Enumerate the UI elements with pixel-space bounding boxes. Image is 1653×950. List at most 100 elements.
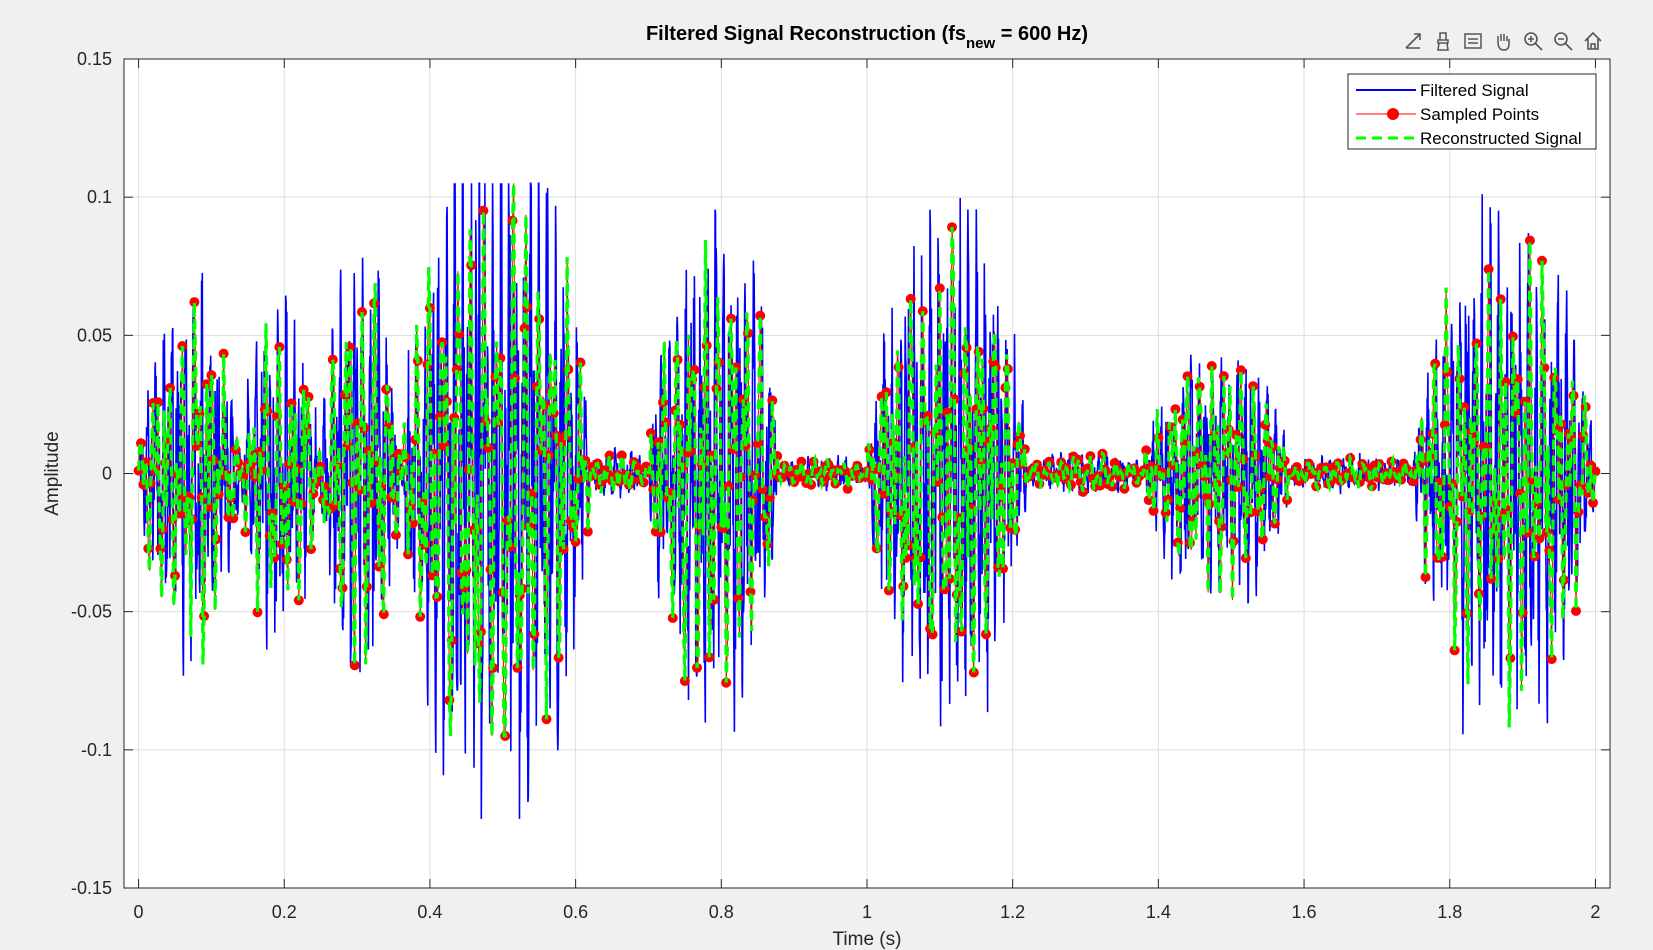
sampled-point bbox=[755, 310, 766, 321]
sampled-point bbox=[757, 484, 768, 495]
sampled-point bbox=[434, 411, 445, 422]
sampled-point bbox=[153, 397, 163, 408]
sampled-point bbox=[1571, 606, 1581, 616]
zoom-out-icon bbox=[1554, 32, 1573, 51]
chart-title: Filtered Signal Reconstruction (fsnew = … bbox=[646, 23, 1088, 52]
legend-label: Sampled Points bbox=[1420, 105, 1539, 124]
legend-label: Reconstructed Signal bbox=[1420, 129, 1582, 148]
sampled-point bbox=[1182, 371, 1193, 382]
sampled-point bbox=[1588, 497, 1598, 508]
sampled-point bbox=[1420, 572, 1431, 583]
sampled-point bbox=[206, 370, 217, 381]
sampled-point bbox=[378, 609, 389, 620]
y-tick-label: 0 bbox=[102, 464, 112, 484]
sampled-point bbox=[1235, 365, 1246, 376]
ticks: 0 0.2 0.4 0.6 0.8 1 1.2 1.4 1.6 1.8 2 -0.15 -0.1 -0.0… bbox=[71, 49, 1610, 922]
sampled-point bbox=[1194, 381, 1205, 392]
zoom-out-button[interactable] bbox=[1550, 28, 1576, 54]
sampled-point bbox=[745, 586, 756, 597]
datatip-button[interactable] bbox=[1460, 28, 1486, 54]
sampled-point bbox=[645, 428, 656, 439]
x-tick-label: 0 bbox=[134, 902, 144, 922]
chart-title-subscript: new bbox=[966, 35, 996, 52]
home-button[interactable] bbox=[1580, 28, 1606, 54]
y-tick-label: 0.05 bbox=[77, 325, 112, 345]
x-tick-label: 1 bbox=[862, 902, 872, 922]
legend: Filtered Signal Sampled Points Reconstruct… bbox=[1347, 73, 1597, 150]
legend-label: Filtered Signal bbox=[1420, 81, 1529, 100]
sampled-point bbox=[349, 660, 360, 671]
reconstructed-signal-line bbox=[137, 183, 1597, 738]
x-tick-label: 0.2 bbox=[272, 902, 297, 922]
sampled-point bbox=[796, 456, 807, 467]
zoom-in-icon bbox=[1524, 32, 1543, 51]
x-tick-label: 1.4 bbox=[1146, 902, 1171, 922]
sampled-point bbox=[570, 536, 581, 547]
plot-area bbox=[133, 182, 1601, 819]
sampled-point bbox=[1534, 533, 1545, 544]
pan-hand-icon bbox=[1497, 34, 1510, 51]
sampled-point bbox=[390, 530, 401, 540]
sampled-point bbox=[905, 293, 916, 304]
x-tick-label: 1.2 bbox=[1000, 902, 1025, 922]
sampled-point bbox=[218, 348, 229, 359]
x-tick-label: 0.4 bbox=[417, 902, 442, 922]
x-tick-label: 1.8 bbox=[1437, 902, 1462, 922]
sampled-point bbox=[922, 410, 933, 421]
brush-icon bbox=[1437, 32, 1449, 51]
y-tick-label: -0.05 bbox=[71, 602, 112, 622]
y-tick-label: -0.15 bbox=[71, 878, 112, 898]
y-tick-label: -0.1 bbox=[81, 740, 112, 760]
y-tick-label: 0.1 bbox=[87, 187, 112, 207]
chart-title-tail: = 600 Hz) bbox=[995, 23, 1088, 45]
sampled-point bbox=[1160, 507, 1171, 518]
sampled-point bbox=[1148, 505, 1159, 516]
y-tick-label: 0.15 bbox=[77, 49, 112, 69]
sampled-point bbox=[286, 398, 297, 409]
sampled-point bbox=[842, 483, 853, 494]
x-tick-label: 2 bbox=[1590, 902, 1600, 922]
sampled-point bbox=[604, 450, 615, 461]
zoom-in-button[interactable] bbox=[1520, 28, 1546, 54]
home-icon bbox=[1584, 31, 1602, 50]
export-button[interactable] bbox=[1400, 28, 1426, 54]
sampled-point bbox=[927, 629, 938, 640]
sampled-point bbox=[764, 492, 775, 503]
sampled-point bbox=[174, 508, 185, 519]
y-axis-label: Amplitude bbox=[42, 431, 63, 516]
export-icon bbox=[1405, 33, 1421, 49]
sampled-point bbox=[1170, 404, 1181, 415]
sampled-point bbox=[1459, 402, 1470, 413]
sampled-point bbox=[303, 391, 314, 402]
sampled-point bbox=[1143, 495, 1154, 506]
sampled-point bbox=[1524, 235, 1535, 246]
x-tick-label: 0.8 bbox=[709, 902, 734, 922]
figure-toolbar bbox=[1400, 28, 1606, 54]
sampled-point bbox=[752, 439, 763, 450]
sampled-point bbox=[478, 205, 489, 216]
sampled-point bbox=[679, 676, 690, 686]
datatip-icon bbox=[1464, 33, 1482, 49]
sampled-point bbox=[1590, 466, 1601, 477]
sampled-point bbox=[252, 607, 263, 618]
x-tick-label: 1.6 bbox=[1292, 902, 1317, 922]
sampled-point bbox=[616, 450, 627, 461]
sampled-point bbox=[1546, 654, 1557, 665]
x-axis-label: Time (s) bbox=[833, 929, 902, 950]
sampled-point bbox=[981, 629, 991, 640]
sampled-point bbox=[723, 481, 734, 492]
sampled-point bbox=[189, 297, 200, 308]
brush-button[interactable] bbox=[1430, 28, 1456, 54]
sampled-point bbox=[1206, 361, 1217, 371]
sampled-point bbox=[1507, 331, 1518, 342]
legend-swatch-sampled-marker bbox=[1387, 108, 1399, 120]
x-tick-label: 0.6 bbox=[563, 902, 588, 922]
sampled-point bbox=[483, 442, 494, 453]
chart-title-main: Filtered Signal Reconstruction (fs bbox=[646, 23, 966, 45]
sampled-point bbox=[582, 526, 593, 537]
sampled-point bbox=[934, 283, 945, 294]
pan-hand-button[interactable] bbox=[1490, 28, 1516, 54]
sampled-point bbox=[767, 395, 778, 406]
sampled-point bbox=[327, 354, 338, 365]
